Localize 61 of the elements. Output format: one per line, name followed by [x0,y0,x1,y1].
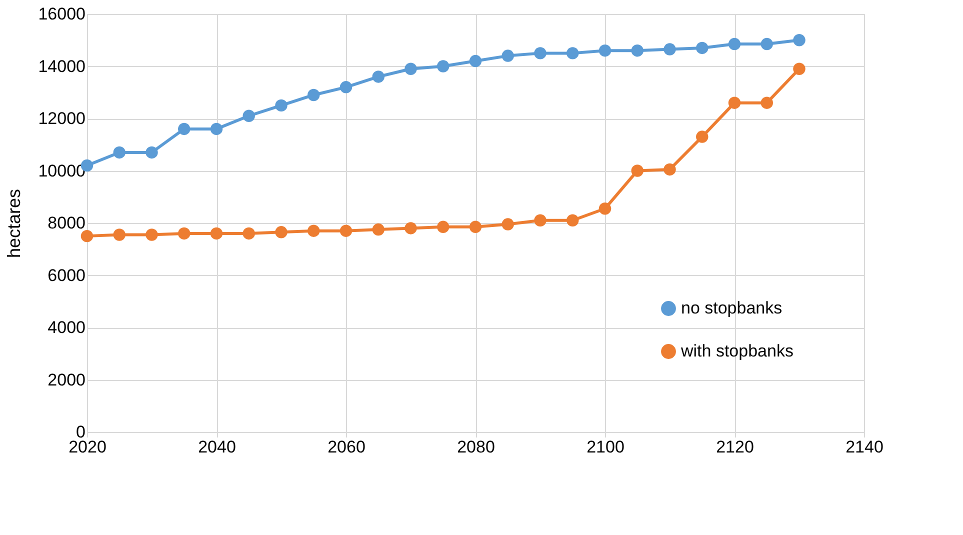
point [242,227,255,240]
point [372,70,384,83]
point [534,47,546,60]
point [728,96,741,109]
legend-label: with stopbanks [680,342,794,360]
point [502,218,514,230]
y-tick-label: 8000 [48,214,86,232]
point [404,222,417,234]
point [664,43,676,56]
point [340,81,352,94]
point [242,110,255,122]
legend-label: no stopbanks [681,298,782,318]
point [566,47,579,60]
point [275,226,288,238]
point [340,224,352,237]
point [793,34,806,46]
point [113,146,126,159]
point [469,54,482,68]
point [598,202,612,215]
point [566,214,579,226]
x-tick-label: 2120 [716,438,754,456]
point [793,62,806,75]
x-tick-label: 2060 [328,438,366,456]
x-tick-label: 2140 [846,438,884,456]
x-tick-label: 2080 [457,438,495,456]
point [113,228,126,241]
point [146,228,158,241]
point [210,122,223,136]
point [760,38,773,50]
point [502,50,514,62]
y-tick-label: 16000 [38,4,86,24]
point [80,230,94,242]
y-tick-label: 6000 [48,266,86,285]
y-tick-label: 14000 [38,56,86,76]
y-tick-label: 12000 [38,109,86,128]
point [210,227,223,240]
point [696,42,708,54]
point [308,224,320,237]
point [178,227,190,240]
point [631,44,644,57]
point [404,62,417,75]
point [146,146,158,159]
point [631,164,644,177]
point [372,223,384,236]
y-axis-title: hectares [4,188,24,258]
point [696,130,708,143]
point [275,99,288,112]
point [760,96,773,109]
point [598,44,612,57]
x-tick-label: 2100 [586,438,624,456]
point [534,214,546,226]
point [664,163,676,176]
y-tick-label: 2000 [48,370,86,390]
point [308,88,320,102]
x-tick-label: 2040 [198,438,236,456]
point [437,60,450,72]
point [728,38,741,50]
y-tick-label: 4000 [48,318,86,337]
point [469,220,482,234]
point [437,220,450,234]
point [178,122,190,136]
